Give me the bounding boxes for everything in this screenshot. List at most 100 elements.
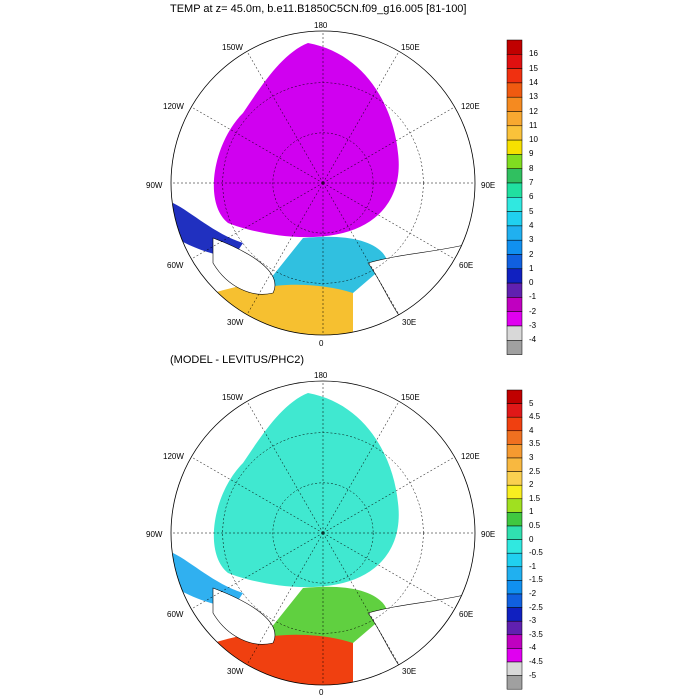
p2-lbl-30w: 30W [227, 667, 244, 676]
colorbar-tick-label: -3 [529, 321, 537, 330]
p1-lbl-60e: 60E [459, 261, 474, 270]
colorbar-swatch [506, 168, 523, 184]
colorbar-tick-label: 9 [529, 149, 534, 159]
colorbar-tick-label: -2 [529, 589, 537, 598]
colorbar-swatch [506, 444, 523, 459]
colorbar-tick-label: 11 [529, 120, 538, 130]
colorbar-tick-label: 3 [529, 235, 534, 245]
p1-lbl-30w: 30W [227, 318, 244, 327]
colorbar-tick-label: 1 [529, 507, 534, 517]
colorbar-tick-label: -1.5 [529, 575, 543, 585]
colorbar-tick-label: -4 [529, 643, 537, 653]
graticule [171, 381, 475, 685]
colorbar-swatch [506, 182, 523, 198]
p1-lbl-30e: 30E [402, 318, 417, 327]
colorbar-swatch [506, 403, 523, 418]
colorbar-tick-label: 7 [529, 178, 534, 187]
colorbar-swatch [506, 111, 523, 127]
colorbar-swatch [506, 580, 523, 595]
p2-lbl-90e: 90E [481, 530, 496, 539]
colorbar-tick-label: 8 [529, 163, 534, 173]
p1-lbl-150e: 150E [401, 43, 420, 52]
greenland-land [212, 587, 276, 645]
p1-lbl-0: 0 [319, 339, 324, 348]
colorbar-swatch [506, 457, 523, 472]
colorbar-swatch [506, 648, 523, 663]
p2-lbl-120e: 120E [461, 452, 480, 461]
p2-lbl-0: 0 [319, 688, 324, 697]
colorbar-swatch [506, 225, 523, 241]
map-boundary [170, 380, 476, 686]
arctic-ocean-fill [213, 43, 399, 238]
p2-lbl-60w: 60W [167, 610, 184, 619]
colorbar-tick-label: 4 [529, 220, 534, 230]
p2-lbl-30e: 30E [402, 667, 417, 676]
colorbar-tick-label: 0 [529, 534, 534, 544]
colorbar-tick-label: -4.5 [529, 657, 543, 666]
colorbar-tick-label: -4 [529, 335, 537, 345]
nordic-seas-fill [263, 236, 388, 293]
colorbar-tick-label: 4 [529, 425, 534, 435]
colorbar-swatch [506, 311, 523, 327]
colorbar-panel1 [506, 39, 523, 355]
colorbar-tick-label: -3 [529, 616, 537, 626]
map-boundary [170, 30, 476, 336]
colorbar-tick-label: 12 [529, 106, 538, 116]
p2-lbl-180: 180 [314, 371, 328, 380]
colorbar-swatch [506, 282, 523, 298]
colorbar-tick-label: -2.5 [529, 602, 543, 612]
colorbar-tick-label: 16 [529, 49, 538, 59]
panel1-title: TEMP at z= 45.0m, b.e11.B1850C5CN.f09_g1… [170, 3, 467, 15]
colorbar-tick-label: -0.5 [529, 548, 543, 558]
map-fill-panel2 [171, 393, 474, 685]
colorbar-tick-label: 10 [529, 135, 538, 145]
colorbar-swatch [506, 607, 523, 622]
colorbar-swatch [506, 68, 523, 84]
colorbar-swatch [506, 297, 523, 312]
colorbar-tick-label: 0 [529, 278, 534, 288]
p1-lbl-120e: 120E [461, 102, 480, 111]
colorbar-swatch [506, 96, 523, 112]
colorbar-swatch [506, 498, 523, 513]
colorbar-tick-label: 1.5 [529, 493, 541, 503]
colorbar-tick-label: 14 [529, 77, 538, 87]
p2-lbl-120w: 120W [163, 452, 184, 461]
colorbar-tick-label: 2 [529, 249, 534, 259]
colorbar-tick-label: 3.5 [529, 439, 541, 449]
colorbar-swatch [506, 634, 523, 649]
nordic-seas-fill [263, 586, 388, 643]
colorbar-tick-label: -1 [529, 561, 537, 571]
colorbar-swatch [506, 430, 523, 445]
colorbar-swatch [506, 154, 523, 169]
colorbar-swatch [506, 512, 523, 527]
colorbar-tick-label: -5 [529, 670, 537, 680]
p2-lbl-150e: 150E [401, 393, 420, 402]
colorbar-tick-label: 2.5 [529, 466, 541, 476]
p1-lbl-90e: 90E [481, 181, 496, 190]
colorbar-swatch [506, 566, 523, 581]
colorbar-swatch [506, 539, 523, 554]
colorbar-swatch [506, 661, 523, 676]
colorbar-swatch [506, 525, 523, 540]
p2-lbl-90w: 90W [146, 530, 163, 539]
colorbar-swatch [506, 484, 523, 500]
colorbar-tick-label: 3 [529, 453, 534, 462]
colorbar-swatch [506, 593, 523, 608]
colorbar-tick-label: -1 [529, 292, 537, 302]
colorbar-tick-label: 15 [529, 63, 538, 73]
colorbar-swatch [506, 471, 523, 486]
colorbar-swatch [506, 39, 523, 55]
greenland-land [212, 237, 276, 295]
graticule [171, 31, 475, 335]
colorbar-tick-label: 5 [529, 206, 534, 216]
p1-lbl-60w: 60W [167, 261, 184, 270]
colorbar-swatch [506, 389, 523, 404]
p1-lbl-150w: 150W [222, 43, 243, 52]
p2-lbl-60e: 60E [459, 610, 474, 619]
colorbar-tick-label: 6 [529, 192, 534, 202]
colorbar-tick-label: 4.5 [529, 412, 541, 422]
colorbar-tick-label: 5 [529, 398, 534, 408]
map-fill-panel1 [171, 43, 474, 335]
panel2-title: (MODEL - LEVITUS/PHC2) [170, 354, 305, 366]
